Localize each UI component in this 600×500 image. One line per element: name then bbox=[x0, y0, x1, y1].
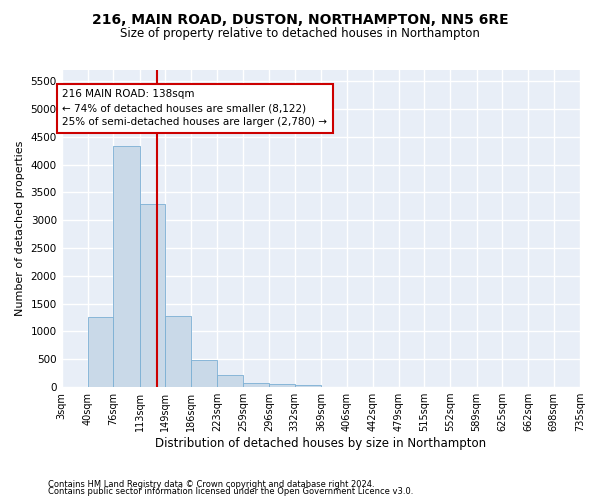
X-axis label: Distribution of detached houses by size in Northampton: Distribution of detached houses by size … bbox=[155, 437, 487, 450]
Bar bbox=[165, 316, 191, 387]
Y-axis label: Number of detached properties: Number of detached properties bbox=[15, 141, 25, 316]
Bar bbox=[217, 375, 243, 387]
Bar bbox=[140, 204, 165, 387]
Text: Size of property relative to detached houses in Northampton: Size of property relative to detached ho… bbox=[120, 28, 480, 40]
Bar bbox=[243, 382, 269, 387]
Text: 216 MAIN ROAD: 138sqm
← 74% of detached houses are smaller (8,122)
25% of semi-d: 216 MAIN ROAD: 138sqm ← 74% of detached … bbox=[62, 90, 328, 128]
Bar bbox=[295, 385, 321, 387]
Text: Contains public sector information licensed under the Open Government Licence v3: Contains public sector information licen… bbox=[48, 487, 413, 496]
Bar bbox=[269, 384, 295, 387]
Text: 216, MAIN ROAD, DUSTON, NORTHAMPTON, NN5 6RE: 216, MAIN ROAD, DUSTON, NORTHAMPTON, NN5… bbox=[92, 12, 508, 26]
Bar bbox=[88, 317, 113, 387]
Bar bbox=[191, 360, 217, 387]
Text: Contains HM Land Registry data © Crown copyright and database right 2024.: Contains HM Land Registry data © Crown c… bbox=[48, 480, 374, 489]
Bar bbox=[113, 146, 140, 387]
